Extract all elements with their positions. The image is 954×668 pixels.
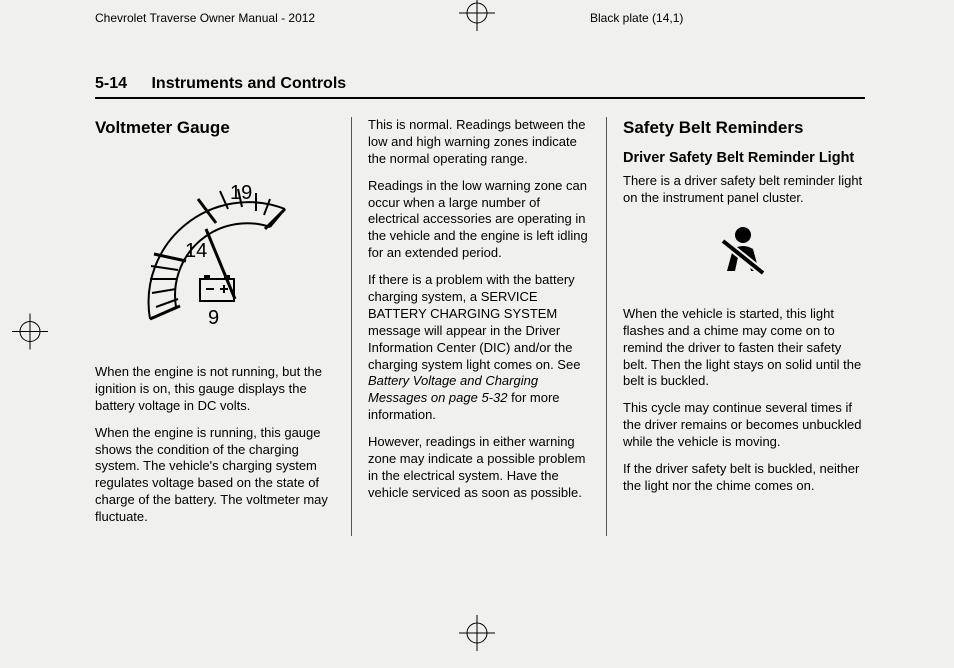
- col3-para-3: This cycle may continue several times if…: [623, 400, 863, 451]
- col1-para-1: When the engine is not running, but the …: [95, 364, 335, 415]
- voltmeter-gauge-icon: 19 14 9: [130, 149, 300, 339]
- column-1: Voltmeter Gauge: [95, 117, 351, 536]
- seatbelt-icon: [715, 223, 771, 279]
- gauge-label-14: 14: [185, 240, 207, 262]
- registration-mark-top-icon: [459, 0, 495, 36]
- registration-mark-bottom-icon: [459, 615, 495, 656]
- page-content: 5-14 Instruments and Controls Voltmeter …: [95, 75, 865, 536]
- voltmeter-gauge-figure: 19 14 9: [95, 149, 335, 344]
- driver-belt-light-heading: Driver Safety Belt Reminder Light: [623, 149, 863, 167]
- col2-para-2: Readings in the low warning zone can occ…: [368, 178, 590, 262]
- gauge-label-19: 19: [230, 182, 252, 204]
- plate-info: Black plate (14,1): [590, 11, 683, 25]
- registration-mark-left-icon: [12, 314, 48, 355]
- col2-para-3: If there is a problem with the battery c…: [368, 272, 590, 424]
- col2-p3-lead: If there is a problem with the battery c…: [368, 272, 580, 371]
- col2-para-4: However, readings in either warning zone…: [368, 434, 590, 502]
- column-3: Safety Belt Reminders Driver Safety Belt…: [607, 117, 863, 536]
- gauge-label-9: 9: [208, 307, 219, 329]
- col3-para-2: When the vehicle is started, this light …: [623, 306, 863, 390]
- section-header: 5-14 Instruments and Controls: [95, 75, 865, 99]
- page-number: 5-14: [95, 75, 127, 92]
- manual-title: Chevrolet Traverse Owner Manual - 2012: [95, 11, 315, 25]
- col3-para-1: There is a driver safety belt reminder l…: [623, 173, 863, 207]
- col1-para-2: When the engine is running, this gauge s…: [95, 425, 335, 526]
- body-columns: Voltmeter Gauge: [95, 117, 865, 536]
- col2-para-1: This is normal. Readings between the low…: [368, 117, 590, 168]
- col3-para-4: If the driver safety belt is buckled, ne…: [623, 461, 863, 495]
- safety-belt-heading: Safety Belt Reminders: [623, 117, 863, 139]
- column-2: This is normal. Readings between the low…: [351, 117, 607, 536]
- voltmeter-heading: Voltmeter Gauge: [95, 117, 335, 139]
- section-title: Instruments and Controls: [151, 75, 346, 92]
- seatbelt-icon-figure: [623, 223, 863, 284]
